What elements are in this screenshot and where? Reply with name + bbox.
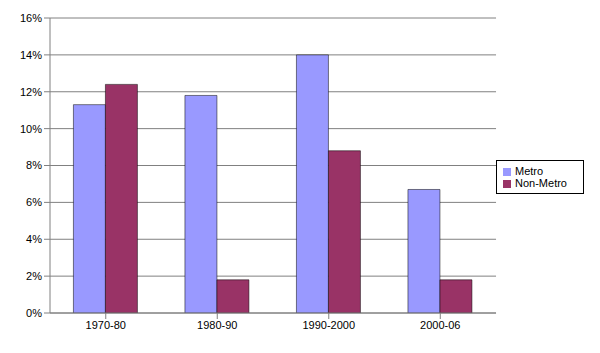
svg-text:8%: 8% (26, 159, 42, 171)
svg-text:0%: 0% (26, 307, 42, 319)
svg-text:16%: 16% (20, 12, 42, 24)
html-text:Metro: Metro (515, 164, 544, 177)
svg-text:10%: 10% (20, 123, 42, 135)
svg-text:2%: 2% (26, 270, 42, 282)
svg-text:1990-2000: 1990-2000 (302, 319, 355, 331)
html-text:Non-Metro: Non-Metro (515, 176, 567, 189)
svg-text:6%: 6% (26, 196, 42, 208)
svg-text:14%: 14% (20, 49, 42, 61)
svg-text:1970-80: 1970-80 (86, 319, 126, 331)
svg-text:1980-90: 1980-90 (197, 319, 237, 331)
svg-text:4%: 4% (26, 233, 42, 245)
svg-text:12%: 12% (20, 86, 42, 98)
svg-text:2000-06: 2000-06 (420, 319, 460, 331)
